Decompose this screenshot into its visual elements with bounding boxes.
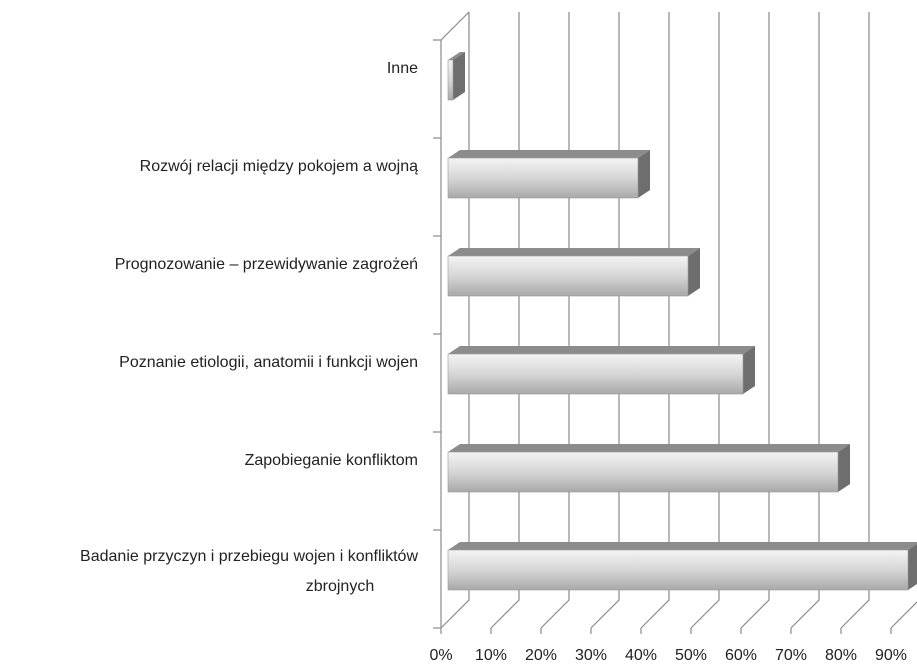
bar-top [448, 150, 650, 158]
x-tick-label: 50% [675, 647, 707, 664]
bar-front [447, 59, 454, 101]
x-tick-label: 40% [625, 647, 657, 664]
y-tick-label: Inne [387, 60, 418, 77]
y-tick-label: Badanie przyczyn i przebiegu wojen i kon… [80, 548, 418, 595]
x-tick-label: 60% [725, 647, 757, 664]
grid-line [890, 601, 917, 629]
bar-top [448, 542, 917, 550]
bar-side [838, 444, 850, 492]
grid-line [640, 12, 670, 629]
x-tick-label: 0% [429, 647, 452, 664]
y-tick-label: Prognozowanie – przewidywanie zagrożeń [115, 256, 418, 273]
x-tick-label: 90% [875, 647, 907, 664]
bar [447, 444, 850, 493]
bar [447, 248, 700, 297]
bar [447, 346, 755, 395]
bar-top [448, 52, 465, 60]
grid-line [440, 12, 470, 629]
bar-front [447, 451, 839, 493]
bar [447, 52, 465, 101]
bar-side [453, 52, 465, 100]
bar-top [448, 248, 700, 256]
x-tick-label: 20% [525, 647, 557, 664]
grid-line [590, 12, 620, 629]
grid-line [490, 12, 520, 629]
bar-front [447, 255, 689, 297]
x-tick-label: 80% [825, 647, 857, 664]
x-tick-label: 70% [775, 647, 807, 664]
y-tick-label: Poznanie etiologii, anatomii i funkcji w… [119, 354, 418, 371]
x-tick-label: 10% [475, 647, 507, 664]
bar-side [638, 150, 650, 198]
grid-line [840, 12, 870, 629]
bar-front [447, 549, 909, 591]
grid-line [740, 12, 770, 629]
grid-line [690, 12, 720, 629]
bar-side [908, 544, 917, 590]
bar-top [448, 444, 850, 452]
bar-front [447, 157, 639, 199]
y-tick-label: Zapobieganie konfliktom [245, 452, 418, 469]
bar [447, 150, 650, 199]
x-tick-label: 30% [575, 647, 607, 664]
grid-line [540, 12, 570, 629]
bar-side [688, 248, 700, 296]
grid-line [790, 12, 820, 629]
bar [447, 542, 917, 591]
y-tick-label: Rozwój relacji między pokojem a wojną [140, 158, 418, 175]
bar-front [447, 353, 744, 395]
bar-top [448, 346, 755, 354]
wall-edge [440, 11, 470, 41]
bar-side [743, 346, 755, 394]
